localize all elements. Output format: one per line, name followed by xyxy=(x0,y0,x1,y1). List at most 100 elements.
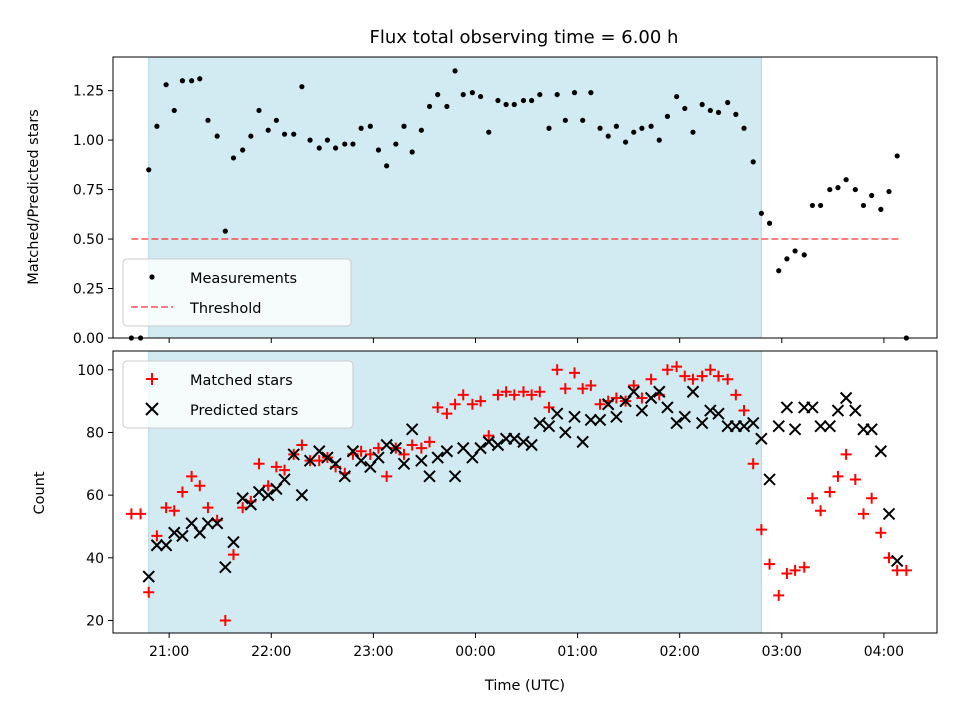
predicted-star-point xyxy=(415,454,428,467)
x-tick-label: 21:00 xyxy=(149,644,189,660)
measurement-point xyxy=(291,131,297,137)
predicted-star-point xyxy=(559,426,572,439)
ratio-legend-frame xyxy=(122,258,352,327)
count-y-tick-label: 40 xyxy=(86,551,104,567)
predicted-star-point xyxy=(508,432,521,445)
chart-title: Flux total observing time = 6.00 h xyxy=(370,27,679,48)
measurement-point xyxy=(835,185,841,191)
predicted-star-point xyxy=(542,419,556,433)
predicted-star-point xyxy=(653,385,666,398)
predicted-star-point xyxy=(712,407,725,420)
measurement-point xyxy=(495,97,501,104)
matched-star-point xyxy=(381,470,393,482)
measurement-point xyxy=(205,117,211,123)
predicted-star-point xyxy=(491,438,505,452)
predicted-star-point xyxy=(321,451,334,464)
matched-star-point xyxy=(679,370,691,382)
matched-star-point xyxy=(143,586,155,598)
measurement-point xyxy=(222,228,228,234)
measurement-point xyxy=(444,103,450,110)
count-panel: 21:00 22:00 23:00 00:00 01:00 02:00 03:00 04:00… xyxy=(32,350,938,694)
matched-star-point xyxy=(125,508,137,520)
legend-matched-label: Matched stars xyxy=(190,373,293,389)
predicted-star-point xyxy=(159,539,173,552)
predicted-star-point xyxy=(823,419,836,433)
matched-star-point xyxy=(296,439,308,451)
measurement-point xyxy=(511,101,517,108)
matched-star-point xyxy=(569,367,581,379)
measurement-point xyxy=(197,76,203,82)
predicted-star-point xyxy=(831,404,845,417)
measurement-point xyxy=(409,149,415,155)
measurement-point xyxy=(469,90,476,96)
x-tick-label: 04:00 xyxy=(864,644,904,660)
measurement-point xyxy=(384,163,390,169)
measurement-point xyxy=(171,107,177,114)
x-tick-label: 01:00 xyxy=(557,644,597,660)
measurement-point xyxy=(452,68,458,74)
matched-star-point xyxy=(517,386,529,398)
predicted-star-point xyxy=(737,419,751,433)
measurement-point xyxy=(580,117,586,123)
predicted-star-point xyxy=(448,470,462,483)
predicted-star-point xyxy=(839,391,853,405)
predicted-star-point xyxy=(670,416,683,430)
matched-star-point xyxy=(270,461,282,473)
count-legend: Matched stars Predicted stars xyxy=(122,360,354,429)
measurement-point xyxy=(214,133,220,139)
measurement-point xyxy=(265,127,271,133)
measurement-point xyxy=(324,137,331,143)
matched-star-point xyxy=(585,379,597,391)
predicted-star-point xyxy=(338,470,351,483)
predicted-star-point xyxy=(389,441,403,455)
matched-star-point xyxy=(755,524,767,536)
matched-star-point xyxy=(355,445,367,457)
matched-star-point xyxy=(398,448,410,460)
measurement-point xyxy=(809,202,816,209)
measurement-point xyxy=(146,167,152,173)
predicted-star-point xyxy=(814,419,827,433)
measurement-point xyxy=(715,109,722,116)
predicted-star-point xyxy=(236,492,249,505)
predicted-star-point xyxy=(201,517,215,530)
predicted-star-point xyxy=(865,423,878,436)
measurement-point xyxy=(332,145,339,151)
measurement-point xyxy=(648,123,654,129)
predicted-star-point xyxy=(882,507,896,521)
predicted-star-point xyxy=(661,401,674,414)
matched-star-point xyxy=(551,364,563,376)
predicted-star-point xyxy=(568,410,581,424)
ratio-y-tick-label: 0.25 xyxy=(73,282,104,298)
predicted-star-point xyxy=(431,451,444,464)
predicted-star-point xyxy=(354,454,368,467)
legend-threshold-label: Threshold xyxy=(189,301,261,317)
measurement-point xyxy=(733,111,739,117)
measurement-point xyxy=(664,113,671,119)
count-y-tick-label: 80 xyxy=(86,425,104,441)
matched-star-point xyxy=(202,502,214,514)
ratio-y-tick-label: 0.75 xyxy=(73,183,104,199)
matched-star-point xyxy=(176,486,188,498)
predicted-star-point xyxy=(533,416,547,430)
matched-star-point xyxy=(645,373,657,385)
predicted-star-point xyxy=(295,488,309,502)
predicted-star-point xyxy=(244,498,258,511)
legend-measurements-marker xyxy=(149,274,155,280)
predicted-star-point xyxy=(695,416,709,430)
predicted-star-point xyxy=(142,570,155,583)
measurement-point xyxy=(163,82,169,88)
matched-star-point xyxy=(764,558,776,570)
count-y-tick-label: 100 xyxy=(77,363,104,379)
matched-star-point xyxy=(594,398,606,410)
matched-star-point xyxy=(492,389,504,401)
ratio-y-tick-label: 0.00 xyxy=(73,331,104,347)
measurement-point xyxy=(631,129,637,135)
measurement-point xyxy=(486,129,492,135)
measurement-point xyxy=(477,93,484,100)
matched-star-point xyxy=(135,508,147,520)
matched-star-point xyxy=(406,439,418,451)
matched-star-point xyxy=(840,448,852,460)
matched-star-point xyxy=(508,389,520,401)
predicted-star-point xyxy=(593,413,607,427)
predicted-star-point xyxy=(278,473,291,486)
